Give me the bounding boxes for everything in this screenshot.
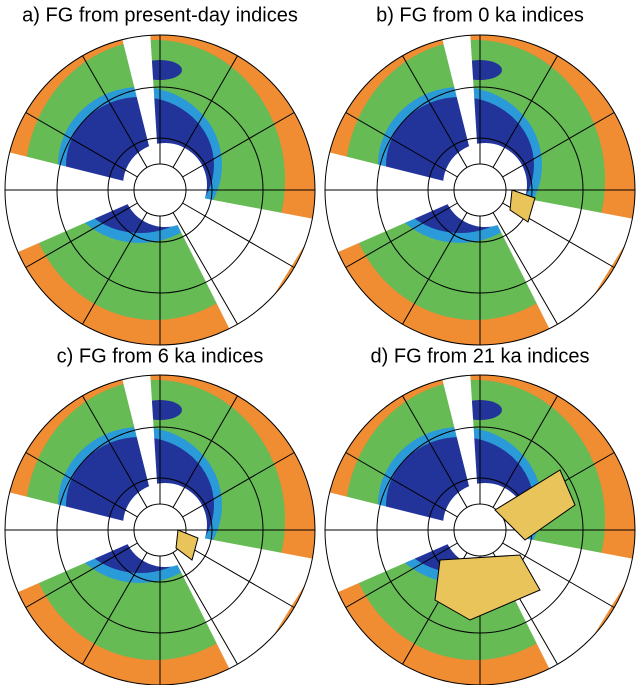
panel-title: a) FG from present-day indices (22, 4, 298, 26)
panel-title: b) FG from 0 ka indices (376, 4, 584, 26)
figure: a) FG from present-day indices b) FG fro… (0, 0, 639, 685)
map-panel-c (0, 370, 320, 685)
panel-title: c) FG from 6 ka indices (57, 345, 264, 367)
panel-title: d) FG from 21 ka indices (371, 345, 590, 367)
map-panel-d (320, 370, 639, 685)
map-panel-a (0, 30, 320, 350)
map-panel-b (320, 30, 639, 350)
